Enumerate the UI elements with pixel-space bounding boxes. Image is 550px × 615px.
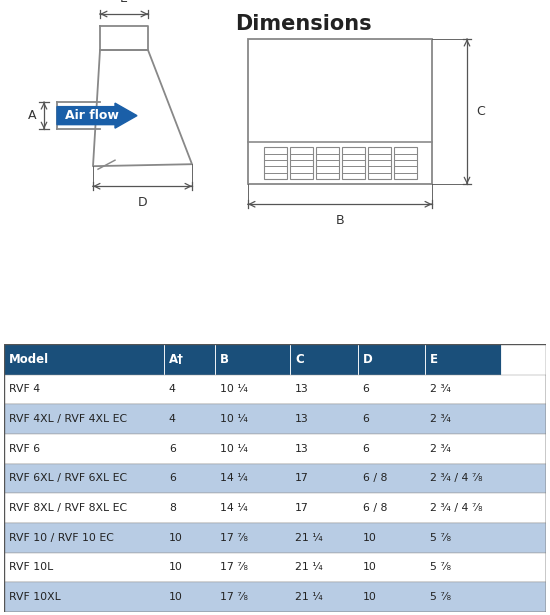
Text: 2 ³⁄₄: 2 ³⁄₄	[430, 384, 451, 394]
Text: 17: 17	[295, 474, 309, 483]
Text: E: E	[120, 0, 128, 5]
Text: D: D	[138, 196, 147, 209]
Bar	[4, 404, 546, 434]
Bar	[4, 464, 546, 493]
Text: D: D	[362, 353, 372, 366]
Text: 13: 13	[295, 384, 309, 394]
Bar	[216, 344, 290, 375]
Text: 6: 6	[362, 414, 370, 424]
Text: Model: Model	[9, 353, 50, 366]
Text: 5 ⁷⁄₈: 5 ⁷⁄₈	[430, 533, 452, 543]
Text: 10: 10	[169, 592, 183, 602]
Bar	[4, 434, 546, 464]
Bar	[4, 523, 546, 553]
Text: 6: 6	[362, 444, 370, 454]
Text: 21 ¹⁄₄: 21 ¹⁄₄	[295, 592, 323, 602]
Text: Dimensions: Dimensions	[235, 14, 372, 34]
Text: RVF 4XL / RVF 4XL EC: RVF 4XL / RVF 4XL EC	[9, 414, 128, 424]
Text: 10: 10	[169, 533, 183, 543]
Text: B: B	[336, 214, 344, 228]
Bar	[4, 493, 546, 523]
FancyArrow shape	[57, 103, 137, 128]
Text: 21 ¹⁄₄: 21 ¹⁄₄	[295, 533, 323, 543]
Text: E: E	[430, 353, 438, 366]
Bar	[4, 582, 546, 612]
Text: B: B	[221, 353, 229, 366]
Text: 4: 4	[169, 414, 176, 424]
Bar	[290, 344, 358, 375]
Text: 17: 17	[295, 503, 309, 513]
Text: 17 ⁷⁄₈: 17 ⁷⁄₈	[221, 592, 248, 602]
Text: 21 ¹⁄₄: 21 ¹⁄₄	[295, 563, 323, 573]
Text: 10 ¹⁄₄: 10 ¹⁄₄	[221, 414, 248, 424]
Bar	[316, 147, 338, 179]
Bar	[4, 553, 546, 582]
Text: RVF 6XL / RVF 6XL EC: RVF 6XL / RVF 6XL EC	[9, 474, 128, 483]
Bar	[358, 344, 426, 375]
Text: RVF 10 / RVF 10 EC: RVF 10 / RVF 10 EC	[9, 533, 114, 543]
Text: 10 ¹⁄₄: 10 ¹⁄₄	[221, 444, 248, 454]
Text: 10: 10	[362, 563, 377, 573]
Bar	[4, 344, 164, 375]
Bar	[263, 147, 287, 179]
Bar	[342, 147, 365, 179]
Text: 6: 6	[362, 384, 370, 394]
Text: 10: 10	[362, 592, 377, 602]
Text: 2 ³⁄₄ / 4 ⁷⁄₈: 2 ³⁄₄ / 4 ⁷⁄₈	[430, 503, 483, 513]
Text: C: C	[476, 105, 485, 118]
Text: 10 ¹⁄₄: 10 ¹⁄₄	[221, 384, 248, 394]
Text: 10: 10	[169, 563, 183, 573]
Text: 2 ³⁄₄: 2 ³⁄₄	[430, 444, 451, 454]
Text: 6: 6	[169, 444, 176, 454]
Text: A: A	[28, 109, 36, 122]
Bar	[248, 39, 432, 184]
Bar	[393, 147, 416, 179]
Text: RVF 6: RVF 6	[9, 444, 40, 454]
Text: RVF 8XL / RVF 8XL EC: RVF 8XL / RVF 8XL EC	[9, 503, 128, 513]
Text: 17 ⁷⁄₈: 17 ⁷⁄₈	[221, 533, 248, 543]
Text: A†: A†	[169, 353, 184, 366]
Bar	[164, 344, 216, 375]
Text: Air flow: Air flow	[65, 109, 119, 122]
Text: 13: 13	[295, 444, 309, 454]
Bar	[4, 375, 546, 404]
Text: 6 / 8: 6 / 8	[362, 474, 387, 483]
Text: 5 ⁷⁄₈: 5 ⁷⁄₈	[430, 563, 452, 573]
Text: 17 ⁷⁄₈: 17 ⁷⁄₈	[221, 563, 248, 573]
Bar	[289, 147, 312, 179]
Bar	[367, 147, 390, 179]
Text: 14 ¹⁄₄: 14 ¹⁄₄	[221, 503, 248, 513]
Text: 13: 13	[295, 414, 309, 424]
Text: 8: 8	[169, 503, 176, 513]
Bar	[426, 344, 501, 375]
Text: RVF 10L: RVF 10L	[9, 563, 53, 573]
Text: RVF 10XL: RVF 10XL	[9, 592, 61, 602]
Text: RVF 4: RVF 4	[9, 384, 40, 394]
Text: 10: 10	[362, 533, 377, 543]
Text: 4: 4	[169, 384, 176, 394]
Text: 6: 6	[169, 474, 176, 483]
Text: 14 ¹⁄₄: 14 ¹⁄₄	[221, 474, 248, 483]
Text: 2 ³⁄₄: 2 ³⁄₄	[430, 414, 451, 424]
Text: 5 ⁷⁄₈: 5 ⁷⁄₈	[430, 592, 452, 602]
Text: 2 ³⁄₄ / 4 ⁷⁄₈: 2 ³⁄₄ / 4 ⁷⁄₈	[430, 474, 483, 483]
Text: 6 / 8: 6 / 8	[362, 503, 387, 513]
Text: C: C	[295, 353, 304, 366]
